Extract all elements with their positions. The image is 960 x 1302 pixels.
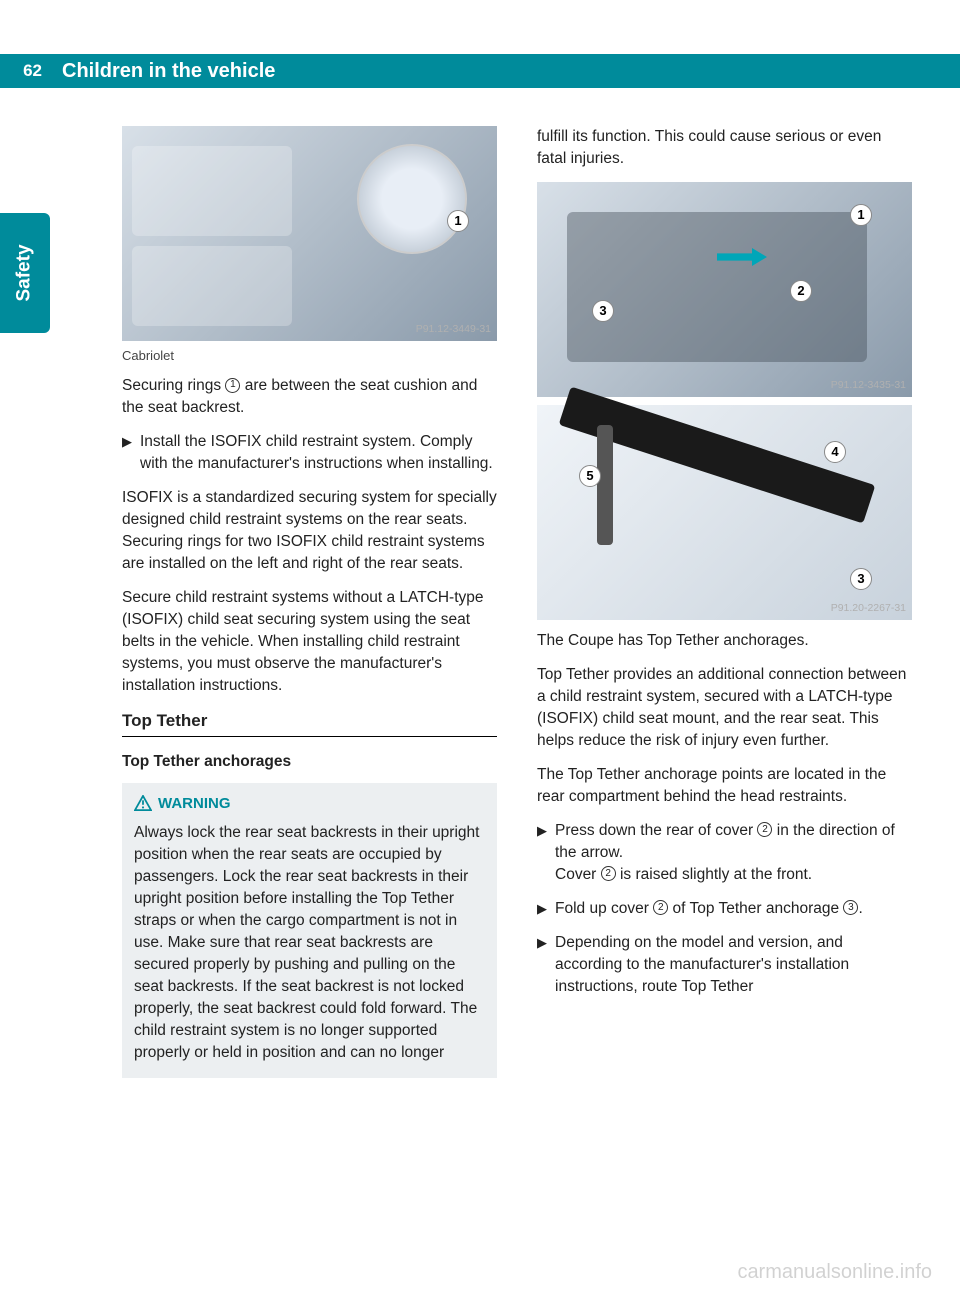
figure-top-tether-strap: 4 5 3 P91.20-2267-31 <box>537 405 912 620</box>
paragraph: The Coupe has Top Tether anchorages. <box>537 630 912 652</box>
subheading-anchorages: Top Tether anchorages <box>122 751 497 773</box>
instruction-text: Depending on the model and version, and … <box>555 932 912 998</box>
instruction-text: Press down the rear of cover 2 in the di… <box>555 820 912 886</box>
callout-3: 3 <box>850 568 872 590</box>
warning-triangle-icon <box>134 795 152 811</box>
warning-box: WARNING Always lock the rear seat backre… <box>122 783 497 1078</box>
instruction-item: ▶ Install the ISOFIX child restraint sys… <box>122 431 497 475</box>
instruction-marker-icon: ▶ <box>122 431 140 475</box>
header-title: Children in the vehicle <box>50 60 275 83</box>
warning-heading: WARNING <box>134 793 485 814</box>
page-number: 62 <box>0 54 50 88</box>
figure-code: P91.20-2267-31 <box>831 601 906 616</box>
paragraph: Top Tether provides an additional connec… <box>537 664 912 752</box>
paragraph: Secure child restraint systems without a… <box>122 587 497 697</box>
instruction-marker-icon: ▶ <box>537 898 555 920</box>
ref-1: 1 <box>225 378 240 393</box>
header-bar: 62 Children in the vehicle <box>0 54 960 88</box>
callout-5: 5 <box>579 465 601 487</box>
side-tab: Safety <box>0 213 50 333</box>
instruction-text: Install the ISOFIX child restraint syste… <box>140 431 497 475</box>
content-area: 1 P91.12-3449-31 Cabriolet Securing ring… <box>122 126 912 1078</box>
callout-1: 1 <box>447 210 469 232</box>
figure-caption: Cabriolet <box>122 347 497 365</box>
ref-2: 2 <box>601 866 616 881</box>
callout-1: 1 <box>850 204 872 226</box>
callout-4: 4 <box>824 441 846 463</box>
ref-3: 3 <box>843 900 858 915</box>
figure-top-tether-cover: 1 2 3 P91.12-3435-31 <box>537 182 912 397</box>
heading-top-tether: Top Tether <box>122 709 497 736</box>
instruction-marker-icon: ▶ <box>537 820 555 886</box>
callout-3: 3 <box>592 300 614 322</box>
figure-isofix-cabriolet: 1 P91.12-3449-31 <box>122 126 497 341</box>
instruction-item: ▶ Press down the rear of cover 2 in the … <box>537 820 912 886</box>
instruction-text: Fold up cover 2 of Top Tether anchorage … <box>555 898 912 920</box>
warning-continuation: fulfill its function. This could cause s… <box>537 126 912 170</box>
watermark: carmanualsonline.info <box>737 1261 932 1284</box>
left-column: 1 P91.12-3449-31 Cabriolet Securing ring… <box>122 126 497 1078</box>
paragraph: The Top Tether anchorage points are loca… <box>537 764 912 808</box>
figure-code: P91.12-3449-31 <box>416 322 491 337</box>
warning-text: Always lock the rear seat backrests in t… <box>134 822 485 1064</box>
callout-2: 2 <box>790 280 812 302</box>
paragraph: ISOFIX is a standardized securing system… <box>122 487 497 575</box>
instruction-item: ▶ Fold up cover 2 of Top Tether anchorag… <box>537 898 912 920</box>
paragraph: Securing rings 1 are between the seat cu… <box>122 375 497 419</box>
instruction-item: ▶ Depending on the model and version, an… <box>537 932 912 998</box>
instruction-marker-icon: ▶ <box>537 932 555 998</box>
right-column: fulfill its function. This could cause s… <box>537 126 912 1078</box>
side-tab-label: Safety <box>14 244 36 301</box>
ref-2: 2 <box>653 900 668 915</box>
ref-2: 2 <box>757 822 772 837</box>
warning-label: WARNING <box>158 793 231 814</box>
figure-code: P91.12-3435-31 <box>831 378 906 393</box>
